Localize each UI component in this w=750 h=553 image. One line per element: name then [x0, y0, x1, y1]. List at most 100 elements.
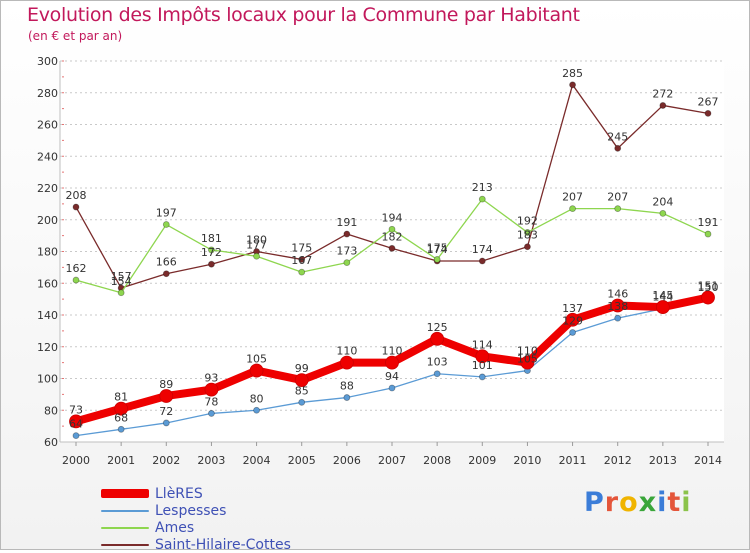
data-label: 144 [652, 291, 673, 304]
series-point-2 [117, 289, 125, 297]
series-point-1 [343, 394, 351, 401]
data-label: 89 [159, 378, 173, 391]
series-point-2 [614, 205, 622, 213]
data-label: 105 [517, 353, 538, 366]
series-point-2 [162, 221, 170, 228]
series-point-3 [343, 230, 351, 238]
x-tick-label: 2002 [152, 454, 180, 467]
legend-swatch-saint-hilaire-cottes [101, 543, 149, 546]
data-label: 103 [427, 356, 448, 369]
data-label: 110 [517, 345, 538, 358]
y-tick-label: 240 [37, 150, 58, 163]
y-tick-label: 160 [37, 277, 58, 290]
data-label: 138 [607, 300, 628, 313]
x-tick-label: 2003 [197, 454, 225, 467]
data-label: 145 [652, 289, 673, 302]
series-point-2 [659, 209, 667, 217]
y-tick-label: 60 [44, 436, 58, 449]
data-label: 150 [698, 281, 719, 294]
data-label: 72 [159, 405, 173, 418]
legend-item-llere: LlèRES [101, 485, 291, 502]
series-point-3 [72, 203, 80, 211]
logo-letter: i [681, 487, 692, 518]
series-point-3 [388, 244, 396, 252]
series-point-2 [704, 230, 712, 238]
series-point-3 [162, 270, 170, 278]
x-tick-label: 2000 [62, 454, 90, 467]
x-tick-label: 2006 [333, 454, 361, 467]
series-point-3 [478, 257, 486, 265]
series-point-1 [253, 406, 260, 414]
y-tick-label: 260 [37, 119, 58, 132]
x-tick-label: 2008 [423, 454, 451, 467]
y-tick-label: 280 [37, 87, 58, 100]
data-label: 137 [562, 302, 583, 315]
series-point-0 [294, 373, 309, 387]
data-label: 94 [385, 370, 399, 383]
series-point-2 [433, 256, 441, 263]
data-label: 245 [607, 130, 628, 143]
x-tick-label: 2004 [243, 454, 271, 467]
x-tick-label: 2005 [288, 454, 316, 467]
series-point-2 [388, 225, 396, 233]
data-label: 114 [472, 338, 493, 351]
data-label: 80 [250, 392, 264, 405]
series-point-3 [614, 144, 622, 152]
data-label: 181 [201, 232, 222, 245]
series-point-1 [298, 398, 306, 406]
legend-item-ames: Ames [101, 519, 291, 536]
logo-letter: P [584, 487, 605, 518]
series-point-2 [208, 246, 215, 254]
y-tick-label: 140 [37, 309, 58, 322]
data-label: 151 [698, 280, 719, 293]
data-label: 213 [472, 181, 493, 194]
proxiti-logo: Proxiti [584, 487, 692, 518]
data-label: 194 [382, 211, 403, 224]
series-point-2 [569, 205, 576, 213]
x-tick-label: 2014 [694, 454, 722, 467]
data-label: 167 [291, 254, 312, 267]
series-point-0 [339, 355, 354, 370]
data-label: 105 [246, 353, 267, 366]
series-point-1 [569, 329, 576, 336]
data-label: 208 [66, 189, 87, 202]
data-label: 110 [382, 345, 403, 358]
series-point-3 [524, 243, 531, 251]
series-point-0 [655, 300, 670, 314]
data-label: 129 [562, 314, 583, 327]
series-point-1 [162, 419, 170, 427]
data-label: 85 [295, 384, 309, 397]
series-point-0 [701, 290, 715, 305]
data-label: 174 [472, 243, 493, 256]
data-label: 180 [246, 234, 267, 247]
series-point-2 [253, 252, 260, 260]
series-point-3 [704, 109, 712, 117]
data-label: 81 [114, 391, 128, 404]
chart-title: Evolution des Impôts locaux pour la Comm… [27, 4, 580, 26]
series-point-2 [72, 276, 80, 284]
series-point-0 [159, 389, 174, 403]
series-point-0 [475, 349, 490, 364]
data-label: 101 [472, 359, 493, 372]
y-tick-label: 220 [37, 182, 58, 195]
series-point-0 [610, 298, 625, 313]
series-point-3 [298, 256, 306, 263]
x-tick-label: 2010 [513, 454, 541, 467]
x-tick-label: 2011 [559, 454, 587, 467]
y-tick-label: 80 [44, 404, 58, 417]
x-tick-label: 2013 [649, 454, 677, 467]
data-label: 183 [517, 229, 538, 242]
legend-label-ames: Ames [155, 519, 195, 536]
data-label: 125 [427, 321, 448, 334]
data-label: 93 [204, 372, 218, 385]
logo-letter: r [604, 487, 620, 518]
data-label: 162 [66, 262, 87, 275]
series-point-0 [430, 331, 445, 346]
series-point-0 [249, 363, 264, 378]
data-label: 207 [562, 191, 583, 204]
data-label: 99 [295, 362, 309, 375]
series-point-1 [72, 432, 80, 440]
data-label: 177 [246, 238, 267, 251]
